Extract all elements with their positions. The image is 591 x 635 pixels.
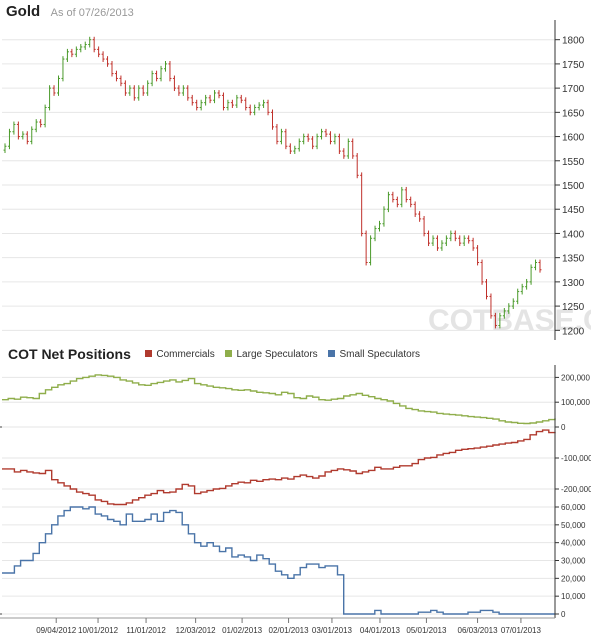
cot-tick-label-small: 10,000 [561, 592, 586, 601]
price-tick-label-1550: 1550 [562, 157, 585, 168]
legend-label-small-speculators: Small Speculators [339, 349, 421, 360]
legend-swatch-commercials [145, 350, 153, 357]
price-tick-label-1500: 1500 [562, 181, 585, 192]
x-tick-label: 09/04/2012 [36, 626, 77, 635]
cot-header: COT Net Positions Commercials Large Spec… [8, 346, 428, 364]
cot-tick-label-small: 20,000 [561, 574, 586, 583]
cot-tick-label-commercials: -200,000 [561, 485, 591, 494]
x-tick-label: 12/03/2012 [176, 626, 217, 635]
x-tick-label: 10/01/2012 [78, 626, 119, 635]
chart-header: Gold As of 07/26/2013 [6, 3, 134, 21]
cot-tick-label-commercials: -100,000 [561, 454, 591, 463]
cot-tick-label-small: 40,000 [561, 539, 586, 548]
price-tick-label-1800: 1800 [562, 36, 585, 47]
price-tick-label-1700: 1700 [562, 84, 585, 95]
cot-tick-label-small: 0 [561, 610, 566, 619]
series-line-large [2, 374, 556, 425]
legend-item-commercials[interactable]: Commercials [145, 349, 215, 360]
price-tick-label-1350: 1350 [562, 254, 585, 265]
legend-swatch-large-speculators [225, 350, 233, 357]
price-tick-label-1750: 1750 [562, 60, 585, 71]
cot-tick-label-small: 50,000 [561, 521, 586, 530]
watermark: COTBASE.COM [428, 304, 591, 337]
x-tick-label: 06/03/2013 [458, 626, 499, 635]
price-tick-label-1450: 1450 [562, 205, 585, 216]
price-tick-label-1200: 1200 [562, 326, 585, 337]
x-tick-label: 07/01/2013 [501, 626, 542, 635]
cot-title: COT Net Positions [8, 346, 131, 362]
price-tick-label-1600: 1600 [562, 133, 585, 144]
cot-tick-label-small: 30,000 [561, 557, 586, 566]
cot-tick-label-large: 100,000 [561, 398, 590, 407]
price-tick-label-1650: 1650 [562, 108, 585, 119]
legend-swatch-small-speculators [328, 350, 336, 357]
chart-title: Gold [6, 3, 41, 20]
series-line-commercials [2, 429, 556, 506]
price-tick-label-1400: 1400 [562, 229, 585, 240]
legend-item-large-speculators[interactable]: Large Speculators [225, 349, 318, 360]
cot-tick-label-large: 200,000 [561, 373, 590, 382]
cot-tick-label-small: 60,000 [561, 503, 586, 512]
x-tick-label: 11/01/2012 [126, 626, 166, 635]
legend-item-small-speculators[interactable]: Small Speculators [328, 349, 420, 360]
x-tick-label: 01/02/2013 [222, 626, 263, 635]
legend-label-large-speculators: Large Speculators [236, 349, 318, 360]
legend-label-commercials: Commercials [156, 349, 215, 360]
price-tick-label-1300: 1300 [562, 278, 585, 289]
x-tick-label: 03/01/2013 [312, 626, 353, 635]
series-line-small [2, 506, 555, 615]
cot-tick-label-large: 0 [561, 423, 566, 432]
legend: Commercials Large Speculators Small Spec… [145, 349, 428, 360]
x-tick-label: 04/01/2013 [360, 626, 401, 635]
as-of-date: As of 07/26/2013 [50, 7, 134, 19]
price-tick-label-1250: 1250 [562, 302, 585, 313]
x-tick-label: 05/01/2013 [406, 626, 447, 635]
x-tick-label: 02/01/2013 [269, 626, 310, 635]
